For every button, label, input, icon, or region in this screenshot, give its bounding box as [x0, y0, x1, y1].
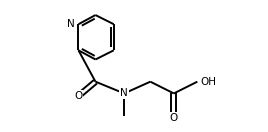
Text: OH: OH	[200, 77, 216, 87]
Text: O: O	[170, 113, 178, 123]
Text: N: N	[120, 88, 128, 98]
Text: O: O	[74, 91, 83, 101]
Text: N: N	[67, 19, 75, 29]
